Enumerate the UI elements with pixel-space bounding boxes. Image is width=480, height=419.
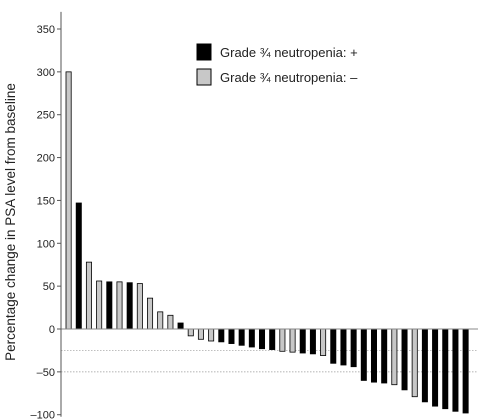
bar	[320, 328, 327, 356]
bar	[381, 328, 388, 384]
bar	[330, 328, 337, 364]
bar	[432, 328, 439, 407]
bar	[299, 328, 306, 354]
bar	[462, 328, 469, 414]
bar	[238, 328, 245, 346]
bar	[360, 328, 367, 381]
bar	[228, 328, 235, 344]
bar	[269, 328, 276, 350]
bar	[167, 314, 174, 330]
bar	[106, 281, 113, 330]
y-tick-label: 300	[37, 67, 55, 79]
bar	[401, 328, 408, 391]
y-tick-label: 350	[37, 24, 55, 36]
bar	[75, 202, 82, 330]
bars-group	[65, 71, 469, 414]
bar	[309, 328, 316, 355]
bar	[177, 322, 184, 330]
bar	[147, 297, 154, 330]
bar	[85, 261, 92, 330]
y-tick-label: –100	[31, 410, 55, 419]
bar	[126, 282, 133, 330]
y-tick-label: 0	[49, 324, 55, 336]
bar	[208, 328, 215, 342]
legend: Grade ¾ neutropenia: + Grade ¾ neutropen…	[196, 43, 358, 86]
bar	[116, 281, 123, 330]
y-tick-label: 200	[37, 153, 55, 165]
bar	[279, 328, 286, 352]
bar	[218, 328, 225, 343]
y-tick-label: 250	[37, 110, 55, 122]
bar	[370, 328, 377, 383]
bar	[197, 328, 204, 340]
bar	[65, 71, 72, 330]
bar	[452, 328, 459, 412]
bar	[340, 328, 347, 366]
bar	[187, 328, 194, 337]
y-tick-label: –50	[37, 367, 55, 379]
bar	[259, 328, 266, 350]
legend-swatch-negative	[196, 68, 212, 86]
legend-label-positive: Grade ¾ neutropenia: +	[220, 45, 358, 60]
y-axis-title: Percentage change in PSA level from base…	[3, 83, 18, 361]
bar	[421, 328, 428, 403]
bar	[136, 283, 143, 330]
bar	[442, 328, 449, 410]
bar	[289, 328, 296, 353]
y-tick-label: 150	[37, 195, 55, 207]
legend-swatch-positive	[196, 43, 212, 61]
reference-lines	[61, 350, 478, 373]
bar	[350, 328, 357, 368]
bar	[248, 328, 255, 348]
bar	[391, 328, 398, 386]
y-tick-label: 100	[37, 238, 55, 250]
bar	[96, 280, 103, 330]
legend-label-negative: Grade ¾ neutropenia: –	[220, 70, 358, 85]
bar	[411, 328, 418, 398]
bar	[157, 311, 164, 330]
y-axis-ticks: 350 300 250 200 150 100 50 0 –50 –100	[31, 24, 61, 419]
y-tick-label: 50	[43, 281, 55, 293]
